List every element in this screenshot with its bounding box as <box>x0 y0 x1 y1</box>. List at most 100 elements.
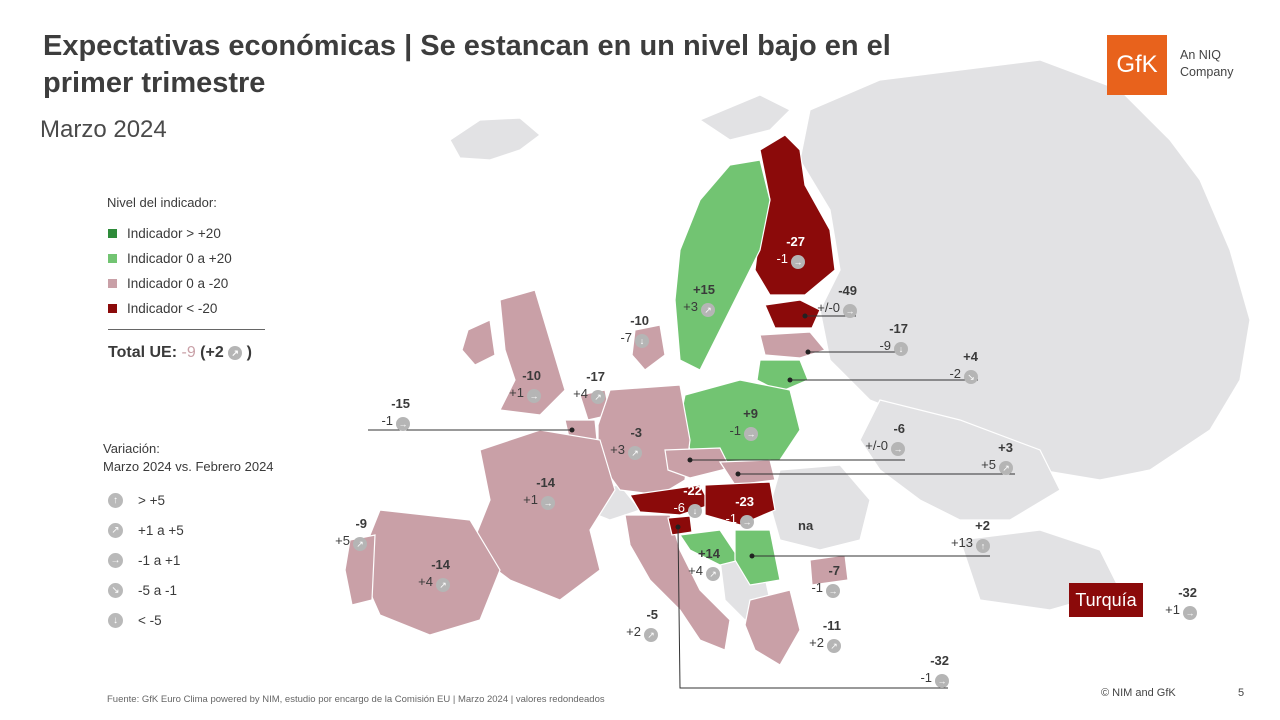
arrow-right-icon: → <box>891 442 905 456</box>
country-estonia <box>764 299 821 329</box>
arrow-up-icon: ↑ <box>108 493 123 508</box>
label-romania: na <box>798 518 814 533</box>
legend-label: Indicador 0 a +20 <box>127 251 232 266</box>
legend-title: Nivel del indicador: <box>107 195 217 210</box>
variation-title: Variación: Marzo 2024 vs. Febrero 2024 <box>103 440 274 476</box>
variation-item: ↗ +1 a +5 <box>108 523 184 538</box>
label-germany: -3 +3 ↗ <box>610 425 642 460</box>
total-close: ) <box>246 344 252 361</box>
total-change: (+2 <box>200 344 224 361</box>
label-hungary: -23 -1 → <box>725 494 754 529</box>
page-number: 5 <box>1238 687 1245 699</box>
label-lithuania: +4 -2 ↘ <box>949 349 978 384</box>
legend-item: Indicador 0 a -20 <box>108 276 228 291</box>
label-italy: -5 +2 ↗ <box>626 607 658 642</box>
arrow-right-icon: → <box>744 427 758 441</box>
label-portugal: -9 +5 ↗ <box>335 516 367 551</box>
country-lithuania <box>756 359 809 393</box>
variation-item: ↓ < -5 <box>108 613 162 628</box>
variation-label: -1 a +1 <box>138 553 181 568</box>
arrow-up-right-icon: ↗ <box>706 567 720 581</box>
leader-dots <box>569 313 811 559</box>
arrow-right-icon: → <box>791 255 805 269</box>
variation-label: -5 a -1 <box>138 583 178 598</box>
label-sweden: +15 +3 ↗ <box>683 282 715 317</box>
page-title: Expectativas económicas | Se estancan en… <box>43 30 891 99</box>
arrow-down-right-icon: ↘ <box>964 370 978 384</box>
label-poland: +9 -1 → <box>729 406 758 441</box>
source-note: Fuente: GfK Euro Clima powered by NIM, e… <box>107 694 605 705</box>
label-turkey: -32 +1 → <box>1165 585 1197 620</box>
arrow-right-icon: → <box>740 515 754 529</box>
label-latvia: -17 -9 ↓ <box>879 321 908 356</box>
label-estonia: -49 +/-0 → <box>817 283 857 318</box>
label-czechia: -6 +/-0 → <box>865 421 905 456</box>
country-greece <box>744 589 801 666</box>
label-france: -14 +1 → <box>523 475 555 510</box>
legend-label: Indicador 0 a -20 <box>127 276 229 291</box>
arrow-right-icon: → <box>826 584 840 598</box>
arrow-up-right-icon: ↗ <box>228 346 243 360</box>
label-greece: -7 -1 → <box>811 563 840 598</box>
arrow-down-icon: ↓ <box>635 334 649 348</box>
arrow-down-icon: ↓ <box>688 504 702 518</box>
logo-tagline: An NIQ Company <box>1180 48 1234 79</box>
page-subtitle: Marzo 2024 <box>40 116 167 143</box>
label-netherlands: -17 +4 ↗ <box>573 369 605 404</box>
variation-item: ↑ > +5 <box>108 493 165 508</box>
gfk-logo: GfK <box>1107 35 1167 95</box>
arrow-down-icon: ↓ <box>108 613 123 628</box>
country-latvia <box>759 331 827 359</box>
copyright: © NIM and GfK <box>1101 687 1176 699</box>
legend-swatch <box>108 304 117 313</box>
country-czechia <box>664 447 731 479</box>
variation-item: → -1 a +1 <box>108 553 180 568</box>
arrow-right-icon: → <box>843 304 857 318</box>
label-belgium: -15 -1 → <box>381 396 410 431</box>
variation-item: ↘ -5 a -1 <box>108 583 177 598</box>
arrow-up-right-icon: ↗ <box>701 303 715 317</box>
label-croatia: +14 +4 ↗ <box>688 546 720 581</box>
variation-title-line1: Variación: <box>103 441 160 456</box>
arrow-right-icon: → <box>541 496 555 510</box>
country-cyprus <box>809 554 849 586</box>
total-eu: Total UE: -9 (+2 ↗ ) <box>108 344 252 362</box>
arrow-up-right-icon: ↗ <box>591 390 605 404</box>
country-italy <box>624 514 731 651</box>
arrow-up-right-icon: ↗ <box>644 628 658 642</box>
leader-lines <box>368 315 1015 689</box>
country-ireland <box>461 319 496 366</box>
arrow-right-icon: → <box>527 389 541 403</box>
turkey-box: Turquía <box>1069 583 1143 617</box>
legend-item: Indicador 0 a +20 <box>108 251 232 266</box>
legend-swatch <box>108 229 117 238</box>
country-portugal <box>344 534 376 606</box>
country-sweden <box>674 159 771 371</box>
legend-swatch <box>108 279 117 288</box>
label-slovenia: -32 -1 → <box>920 653 949 688</box>
variation-label: < -5 <box>138 613 162 628</box>
country-slovakia <box>718 459 776 486</box>
total-value: -9 <box>181 344 196 361</box>
legend-item: Indicador < -20 <box>108 301 217 316</box>
label-cyprus: -11 +2 ↗ <box>809 618 841 653</box>
arrow-right-icon: → <box>396 417 410 431</box>
arrow-up-right-icon: ↗ <box>353 537 367 551</box>
label-finland: -27 -1 → <box>776 234 805 269</box>
total-label: Total UE: <box>108 344 178 361</box>
country-bulgaria <box>734 529 781 586</box>
legend-label: Indicador < -20 <box>127 301 218 316</box>
label-austria: -22 -6 ↓ <box>673 483 702 518</box>
variation-label: +1 a +5 <box>138 523 184 538</box>
legend-divider <box>108 329 265 330</box>
variation-label: > +5 <box>138 493 166 508</box>
legend-swatch <box>108 254 117 263</box>
country-croatia <box>678 529 741 566</box>
label-denmark: -10 -7 ↓ <box>620 313 649 348</box>
legend-item: Indicador > +20 <box>108 226 221 241</box>
arrow-up-right-icon: ↗ <box>999 461 1013 475</box>
label-bulgaria: +2 +13 ↑ <box>950 518 990 553</box>
arrow-right-icon: → <box>108 553 123 568</box>
arrow-down-right-icon: ↘ <box>108 583 123 598</box>
